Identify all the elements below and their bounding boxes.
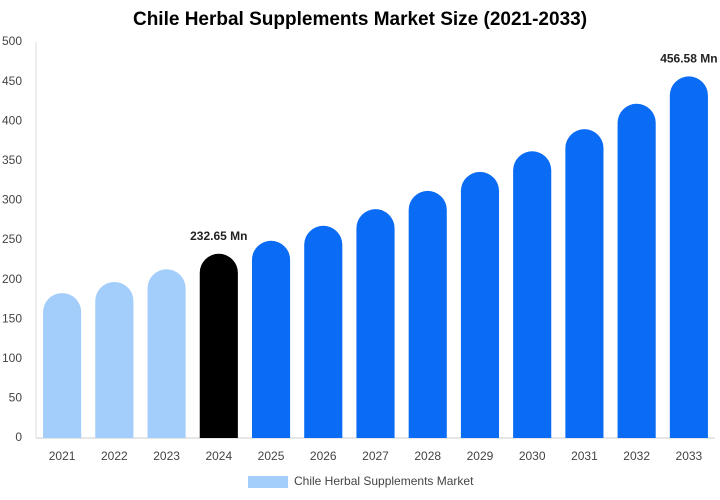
bar xyxy=(147,269,186,438)
chart-title: Chile Herbal Supplements Market Size (20… xyxy=(133,9,587,30)
bar xyxy=(617,103,656,438)
bar xyxy=(460,171,500,438)
x-tick-label: 2026 xyxy=(310,449,337,463)
y-tick-label: 400 xyxy=(2,113,22,127)
y-tick-label: 100 xyxy=(2,351,22,365)
x-tick-label: 2023 xyxy=(153,449,180,463)
x-tick-label: 2022 xyxy=(101,449,128,463)
y-tick-label: 350 xyxy=(2,153,22,167)
bar xyxy=(513,151,552,438)
legend-swatch xyxy=(248,476,288,488)
x-tick-label: 2033 xyxy=(676,449,703,463)
x-tick-label: 2027 xyxy=(362,449,389,463)
bar xyxy=(304,225,343,438)
y-tick-label: 0 xyxy=(15,430,22,444)
bar xyxy=(43,293,82,438)
x-tick-label: 2032 xyxy=(623,449,650,463)
y-tick-label: 50 xyxy=(9,391,23,405)
x-tick-label: 2028 xyxy=(414,449,441,463)
y-tick-label: 450 xyxy=(2,74,22,88)
y-tick-label: 500 xyxy=(2,34,22,48)
bar xyxy=(565,129,604,438)
x-tick-label: 2030 xyxy=(519,449,546,463)
y-tick-label: 150 xyxy=(2,311,22,325)
value-label: 232.65 Mn xyxy=(190,229,247,243)
x-tick-label: 2025 xyxy=(258,449,285,463)
y-tick-label: 200 xyxy=(2,272,22,286)
y-tick-label: 300 xyxy=(2,193,22,207)
bar xyxy=(95,281,134,438)
y-tick-label: 250 xyxy=(2,232,22,246)
bar xyxy=(251,240,291,438)
bar xyxy=(669,76,708,438)
bar xyxy=(199,253,238,438)
x-tick-label: 2029 xyxy=(467,449,494,463)
x-tick-label: 2021 xyxy=(49,449,76,463)
bar xyxy=(356,209,395,438)
x-tick-label: 2031 xyxy=(571,449,598,463)
x-tick-label: 2024 xyxy=(205,449,232,463)
legend-label: Chile Herbal Supplements Market xyxy=(294,474,474,488)
bar xyxy=(408,190,447,438)
value-label: 456.58 Mn xyxy=(660,52,717,66)
